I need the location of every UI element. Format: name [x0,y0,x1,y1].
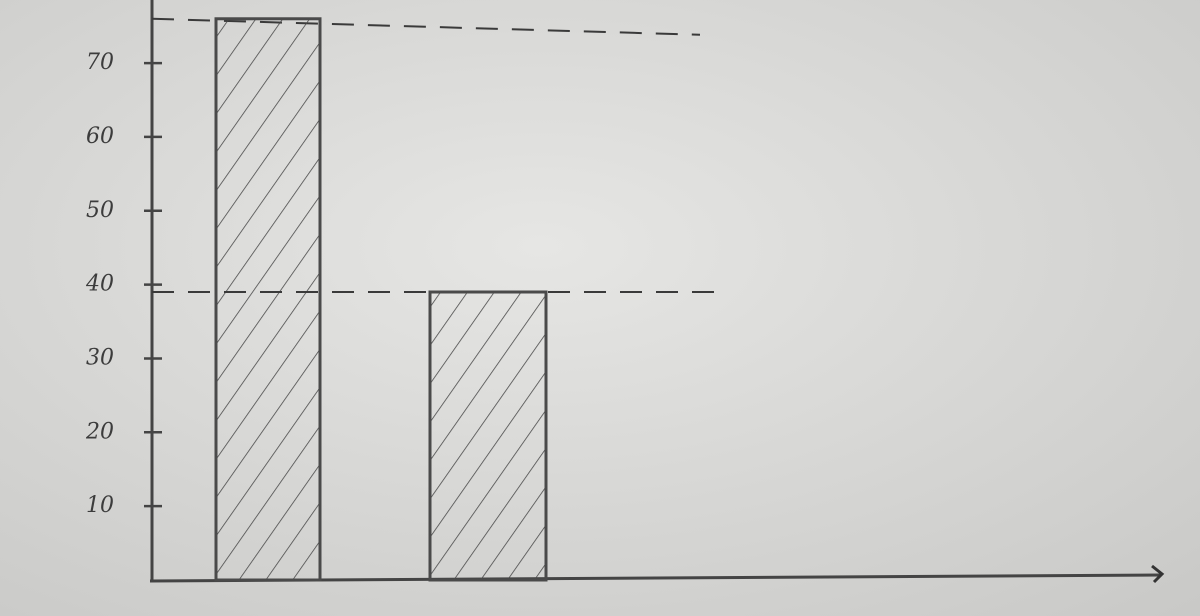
bar [214,17,322,582]
bar [428,290,548,582]
y-tick-label: 70 [86,50,114,75]
x-axis-arrow [1151,564,1165,584]
y-tick-label: 60 [86,124,114,149]
y-tick-label: 50 [86,198,114,223]
y-tick-label: 30 [86,345,114,370]
y-tick-label: 20 [85,419,114,444]
y-tick-label: 10 [86,493,114,518]
y-tick-label: 40 [85,272,114,297]
